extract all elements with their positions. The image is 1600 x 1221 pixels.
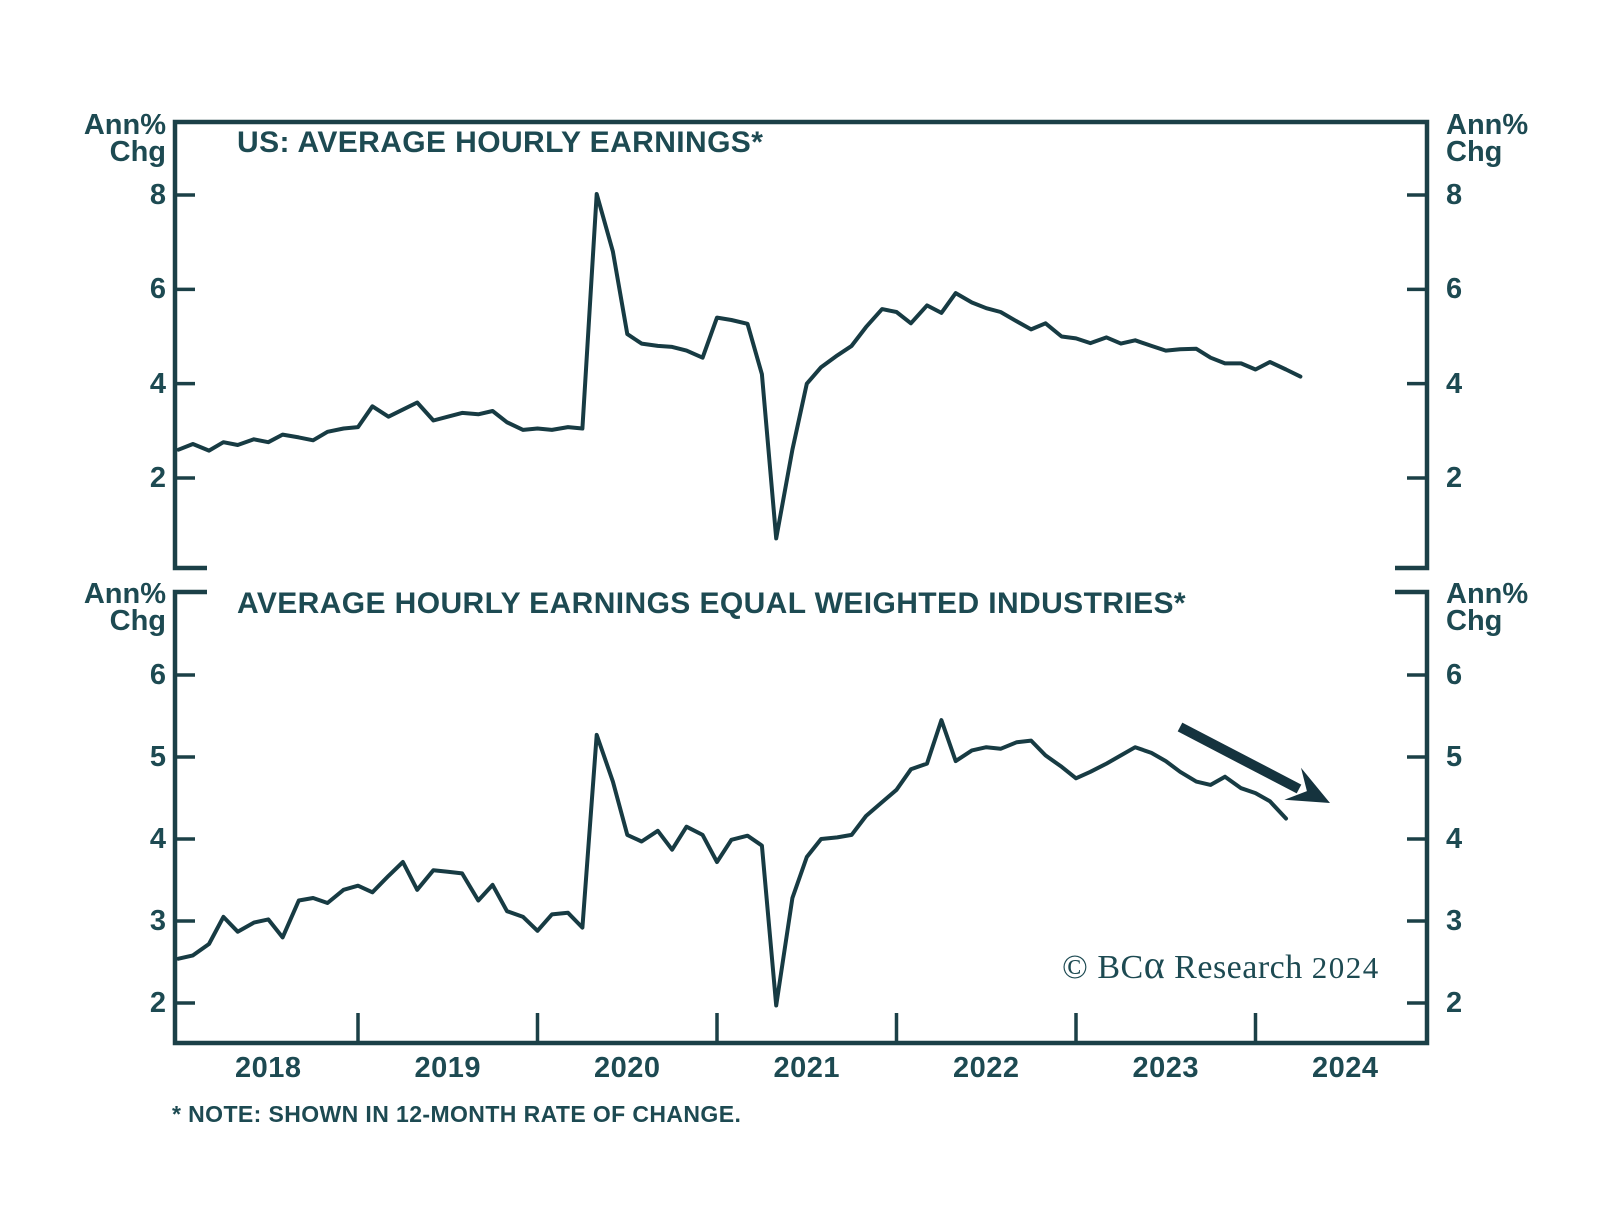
bottom-chart-ytick-label: 6 [149,659,166,691]
bottom-chart-frame [172,589,1430,1046]
top-chart-ytick-label-right: 2 [1446,462,1463,494]
axis-unit-line2: Chg [109,136,166,168]
axis-unit-line1: Ann% [1446,109,1529,141]
axis-unit-line2: Chg [1446,605,1503,637]
x-axis-year-label: 2020 [593,1052,661,1084]
axis-unit-line1: Ann% [83,109,166,141]
bottom-chart-ytick-label-right: 4 [1446,823,1463,855]
y-axis-unit-bottom-left: Ann% Chg [83,578,166,637]
top-chart-ytick-label: 2 [149,462,166,494]
top-chart-ytick-label: 8 [149,178,166,211]
bottom-chart-ytick-label: 2 [149,987,166,1019]
top-chart-title: US: AVERAGE HOURLY EARNINGS* [237,126,764,159]
bottom-series-line [176,718,1288,1008]
logo-brand: BC [1097,949,1144,986]
y-axis-unit-top-left: Ann% Chg [83,109,166,168]
bottom-chart-ytick-label: 5 [149,741,166,773]
logo-name: Research [1174,949,1303,986]
top-series-line [176,192,1303,541]
x-axis-year-label: 2018 [234,1052,302,1084]
bottom-chart-ytick-label-right: 3 [1446,905,1463,937]
axis-unit-line2: Chg [1446,136,1503,168]
axis-unit-line1: Ann% [1446,578,1529,610]
axis-unit-line1: Ann% [83,578,166,610]
bca-research-logo: © BCα Research 2024 [1062,944,1380,989]
top-chart-ytick-label-right: 6 [1446,273,1463,306]
bottom-chart-title: AVERAGE HOURLY EARNINGS EQUAL WEIGHTED I… [237,587,1187,620]
bottom-chart-ytick-label-right: 6 [1446,659,1463,691]
logo-alpha-glyph: α [1143,942,1166,987]
x-axis-year-label: 2021 [773,1052,841,1084]
footnote: * NOTE: SHOWN IN 12-MONTH RATE OF CHANGE… [172,1101,742,1127]
bottom-chart-ytick-label: 3 [149,905,166,937]
trend-arrow-shaft [1177,722,1302,794]
bottom-chart-ytick-label-right: 2 [1446,987,1463,1019]
y-axis-unit-top-right: Ann% Chg [1446,109,1529,168]
logo-year: 2024 [1311,950,1380,985]
axis-unit-line2: Chg [109,605,166,637]
top-chart-frame [172,119,1430,571]
top-chart-ytick-label: 6 [149,273,166,306]
x-axis-year-label: 2019 [414,1052,482,1084]
top-chart-ytick-label-right: 8 [1446,178,1463,211]
x-axis-year-label: 2022 [952,1052,1020,1084]
y-axis-unit-bottom-right: Ann% Chg [1446,578,1529,637]
top-chart-ytick-label-right: 4 [1446,367,1463,400]
x-axis-year-label: 2024 [1311,1052,1379,1084]
logo-copyright: © [1062,949,1089,986]
axis-tick-marks [175,193,1427,1043]
trend-arrow-head [1284,767,1330,803]
top-chart-ytick-label: 4 [149,367,166,400]
bottom-chart-ytick-label: 4 [149,823,166,855]
bottom-chart-ytick-label-right: 5 [1446,741,1463,773]
x-axis-year-label: 2023 [1132,1052,1200,1084]
